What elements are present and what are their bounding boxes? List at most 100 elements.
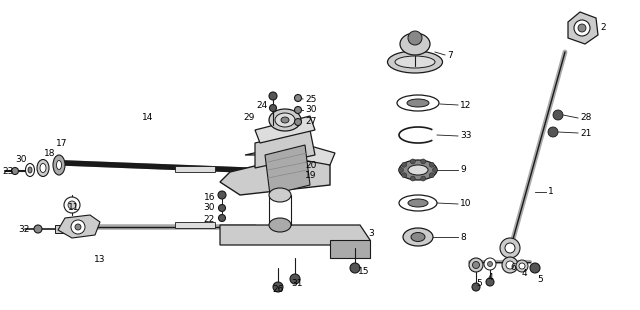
Circle shape (433, 167, 438, 172)
Ellipse shape (281, 117, 289, 123)
Circle shape (519, 263, 525, 269)
Text: 2: 2 (600, 24, 605, 33)
Text: 23: 23 (3, 167, 14, 176)
Circle shape (218, 215, 225, 222)
Text: 33: 33 (460, 131, 472, 140)
Ellipse shape (408, 199, 428, 207)
Text: 5: 5 (537, 274, 543, 284)
Polygon shape (265, 145, 310, 195)
Polygon shape (220, 155, 330, 195)
Text: 18: 18 (44, 148, 56, 157)
Text: 26: 26 (272, 286, 284, 294)
Text: 11: 11 (68, 203, 79, 212)
Text: 6: 6 (510, 264, 516, 272)
Ellipse shape (28, 167, 32, 173)
Ellipse shape (399, 195, 437, 211)
Text: 15: 15 (358, 268, 369, 277)
Circle shape (486, 278, 494, 286)
Circle shape (410, 176, 415, 181)
Polygon shape (245, 143, 335, 165)
Circle shape (294, 107, 301, 113)
Circle shape (269, 92, 277, 100)
Circle shape (420, 159, 426, 164)
Ellipse shape (400, 33, 430, 55)
Circle shape (290, 274, 300, 284)
Circle shape (500, 238, 520, 258)
Text: 24: 24 (257, 100, 268, 109)
Circle shape (578, 24, 586, 32)
Circle shape (484, 258, 496, 270)
Text: 21: 21 (580, 129, 591, 138)
Text: 5: 5 (476, 280, 482, 289)
Ellipse shape (37, 160, 49, 176)
Circle shape (218, 205, 225, 211)
Text: 16: 16 (204, 193, 215, 202)
Ellipse shape (56, 161, 61, 170)
Text: 30: 30 (15, 156, 27, 165)
Ellipse shape (408, 165, 428, 175)
Circle shape (273, 282, 283, 292)
Circle shape (75, 224, 81, 230)
Ellipse shape (275, 113, 295, 127)
Ellipse shape (40, 163, 46, 172)
Circle shape (548, 127, 558, 137)
Circle shape (402, 162, 407, 167)
Text: 13: 13 (94, 255, 106, 264)
Bar (55, 225, 67, 233)
Circle shape (350, 263, 360, 273)
Circle shape (68, 201, 76, 209)
Ellipse shape (53, 155, 65, 175)
Text: 4: 4 (522, 269, 527, 278)
Text: 30: 30 (305, 105, 317, 114)
Circle shape (553, 110, 563, 120)
Ellipse shape (399, 160, 437, 180)
Circle shape (34, 225, 42, 233)
Circle shape (269, 104, 276, 112)
Ellipse shape (269, 109, 301, 131)
Text: 20: 20 (305, 161, 316, 170)
Circle shape (218, 191, 226, 199)
Ellipse shape (407, 99, 429, 107)
Circle shape (429, 162, 435, 167)
Circle shape (294, 118, 301, 126)
Text: 9: 9 (460, 166, 466, 175)
Text: 30: 30 (204, 203, 215, 212)
Text: 19: 19 (305, 171, 317, 180)
Circle shape (502, 257, 518, 273)
Text: 28: 28 (580, 113, 591, 122)
Circle shape (399, 167, 403, 172)
Circle shape (402, 173, 407, 178)
Circle shape (71, 220, 85, 234)
Circle shape (472, 283, 480, 291)
Text: 4: 4 (488, 273, 493, 282)
Text: 27: 27 (305, 117, 316, 126)
Ellipse shape (269, 218, 291, 232)
Polygon shape (175, 222, 215, 228)
Circle shape (420, 176, 426, 181)
Text: 8: 8 (460, 232, 466, 241)
Circle shape (429, 173, 435, 178)
Ellipse shape (387, 51, 442, 73)
Circle shape (12, 167, 19, 175)
Circle shape (506, 261, 514, 269)
Circle shape (408, 31, 422, 45)
Ellipse shape (269, 188, 291, 202)
Circle shape (574, 20, 590, 36)
Polygon shape (58, 215, 100, 238)
Ellipse shape (395, 56, 435, 68)
Circle shape (469, 258, 483, 272)
Text: 22: 22 (204, 215, 215, 224)
Polygon shape (568, 12, 598, 44)
Text: 17: 17 (56, 140, 67, 148)
Text: 10: 10 (460, 198, 472, 207)
Text: 3: 3 (368, 229, 374, 238)
Ellipse shape (397, 95, 439, 111)
Circle shape (410, 159, 415, 164)
Polygon shape (255, 130, 315, 168)
Circle shape (488, 262, 493, 267)
Ellipse shape (403, 228, 433, 246)
Text: 32: 32 (19, 225, 30, 234)
Ellipse shape (411, 232, 425, 241)
Circle shape (294, 95, 301, 101)
Circle shape (516, 260, 528, 272)
